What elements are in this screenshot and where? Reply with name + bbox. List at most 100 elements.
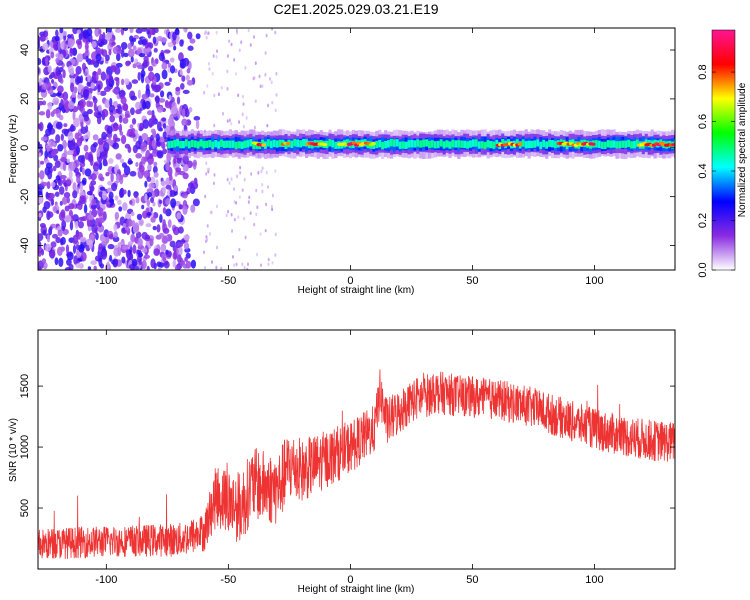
spectrogram-signal-cell — [501, 139, 505, 147]
spectrogram-noise-cell — [206, 84, 209, 88]
spectrogram-noise-cell — [161, 142, 166, 150]
spectrogram-noise-cell — [215, 30, 218, 35]
spectrogram-noise-cell — [232, 255, 235, 259]
spectrogram-noise-cell — [90, 180, 97, 186]
spectrogram-noise-cell — [62, 30, 68, 36]
spectrogram-noise-cell — [46, 234, 51, 243]
spectrogram-noise-cell — [72, 28, 78, 35]
spectrogram-noise-cell — [108, 191, 114, 200]
spectrogram-noise-cell — [127, 146, 132, 154]
spectrogram-noise-cell — [41, 181, 48, 187]
spectrogram-noise-cell — [215, 265, 218, 270]
spectrogram-noise-cell — [146, 176, 152, 182]
spectrogram-noise-cell — [182, 89, 190, 95]
spectrogram-noise-cell — [238, 195, 241, 199]
spectrogram-noise-cell — [72, 244, 77, 254]
spectrogram-noise-cell — [146, 265, 150, 270]
spectrogram-signal-cell — [545, 141, 549, 149]
spectrogram-noise-cell — [220, 266, 223, 270]
spectrogram-noise-cell — [109, 254, 113, 262]
spectrogram-noise-cell — [52, 142, 57, 148]
spectrogram-noise-cell — [260, 169, 263, 174]
spectrogram-noise-cell — [165, 177, 171, 186]
spectrogram-noise-cell — [123, 52, 129, 58]
spectrogram-noise-cell — [107, 180, 113, 186]
spectrogram-noise-cell — [261, 182, 264, 187]
spectrogram-noise-cell — [119, 158, 125, 164]
spectrogram-noise-cell — [137, 89, 141, 100]
spectrogram-noise-cell — [256, 252, 259, 257]
spectrogram-noise-cell — [90, 82, 95, 90]
spectrogram-peak-cell — [285, 142, 291, 146]
spectrogram-noise-cell — [253, 35, 256, 39]
spectrogram-noise-cell — [154, 58, 159, 65]
spectrogram-noise-cell — [40, 160, 45, 165]
spectrogram-noise-cell — [213, 93, 216, 98]
spectrogram-noise-cell — [38, 194, 43, 204]
spectrogram-noise-cell — [57, 41, 61, 51]
snr-y-ticks: 500 1000 1500 — [19, 374, 675, 517]
spectrogram-noise-cell — [87, 108, 93, 115]
spectrogram-noise-cell — [97, 138, 104, 146]
spectrogram-noise-cell — [150, 197, 155, 204]
spectrogram-noise-cell — [76, 137, 83, 147]
spectrogram-noise-cell — [127, 160, 134, 165]
spectrogram-signal-cell — [521, 139, 525, 147]
spectrogram-noise-cell — [55, 57, 60, 64]
spectrogram-noise-cell — [181, 118, 188, 126]
snr-x-axis-label: Height of straight line (km) — [298, 584, 415, 595]
spectrogram-noise-cell — [121, 227, 126, 234]
spectrogram-noise-cell — [44, 150, 49, 159]
spectrogram-noise-cell — [170, 198, 177, 209]
spectrogram-noise-cell — [254, 61, 257, 65]
spectrogram-noise-cell — [41, 82, 48, 91]
spectrogram-noise-cell — [84, 151, 90, 160]
spectrogram-noise-cell — [66, 196, 70, 204]
spectrogram-noise-cell — [154, 84, 162, 93]
spectrogram-noise-cell — [92, 174, 97, 180]
spectrogram-noise-cell — [161, 37, 168, 43]
spectrogram-noise-cell — [135, 152, 143, 159]
spectrogram-noise-cell — [245, 116, 248, 120]
spectrogram-noise-cell — [79, 75, 84, 84]
spectrogram-signal-cell — [492, 141, 496, 149]
spectrogram-noise-cell — [146, 47, 152, 53]
colorbar-tick-label: 0.4 — [697, 163, 709, 178]
spectrogram-noise-cell — [152, 59, 156, 67]
spectrogram-noise-cell — [47, 101, 53, 111]
spectrogram-signal-cell — [237, 141, 241, 149]
spectrogram-noise-cell — [122, 117, 129, 124]
spectrogram-noise-cell — [122, 189, 127, 195]
spectrogram-x-ticks: -100 -50 0 50 100 — [95, 28, 604, 287]
spectrogram-signal-cell — [410, 139, 414, 148]
spectrogram-noise-cell — [267, 262, 270, 267]
spectrogram-noise-cell — [92, 162, 100, 172]
spectrogram-signal-cell — [190, 139, 194, 148]
spectrogram-noise-cell — [148, 144, 152, 151]
spectrogram-noise-cell — [107, 125, 113, 135]
spectrogram-noise-cell — [91, 40, 97, 48]
spectrogram-noise-cell — [230, 177, 233, 181]
spectrogram-noise-cell — [160, 136, 165, 143]
spectrogram-signal-cell — [331, 140, 335, 148]
spectrogram-noise-cell — [93, 265, 97, 270]
spectrogram-noise-cell — [241, 262, 244, 266]
spectrogram-noise-cell — [240, 40, 243, 44]
spectrogram-noise-cell — [145, 207, 150, 214]
spectrogram-noise-cell — [38, 250, 42, 257]
spectrogram-noise-cell — [124, 78, 130, 86]
spectrogram-noise-cell — [122, 28, 129, 32]
spectrogram-noise-cell — [93, 102, 97, 112]
spectrogram-signal-cell — [536, 139, 540, 147]
spectrogram-noise-cell — [61, 225, 66, 232]
spectrogram-peak-cell — [261, 143, 267, 147]
spectrogram-noise-cell — [156, 224, 161, 233]
spectrogram-signal-cell — [436, 140, 440, 149]
spectrogram-noise-cell — [175, 167, 182, 173]
spectrogram-noise-cell — [131, 79, 139, 84]
spectrogram-noise-cell — [40, 136, 48, 142]
spectrogram-noise-cell — [65, 216, 70, 223]
spectrogram-noise-cell — [256, 205, 259, 210]
spectrogram-noise-cell — [59, 28, 64, 34]
spectrogram-signal-cell — [387, 140, 391, 148]
